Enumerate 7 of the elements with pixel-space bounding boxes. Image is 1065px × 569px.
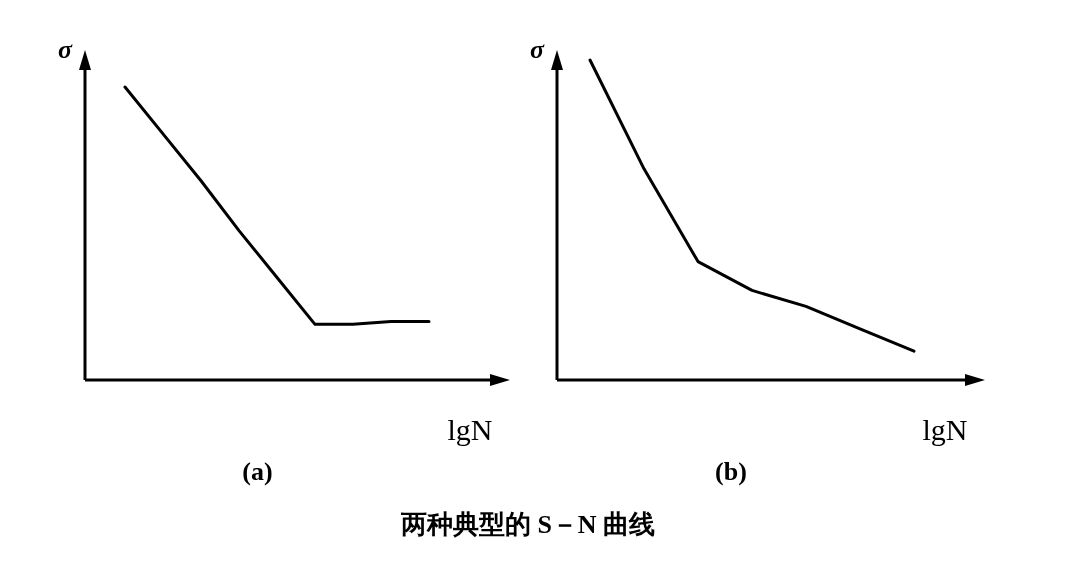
y-axis-title: σ [57,35,73,64]
text: 两种典型的 S－N 曲线 [399,510,656,539]
y-axis-title: σ [529,35,545,64]
x-axis-title: lgN [922,413,968,446]
text: (a) [242,457,273,486]
text: (b) [715,457,747,486]
x-axis-title: lgN [447,413,493,446]
